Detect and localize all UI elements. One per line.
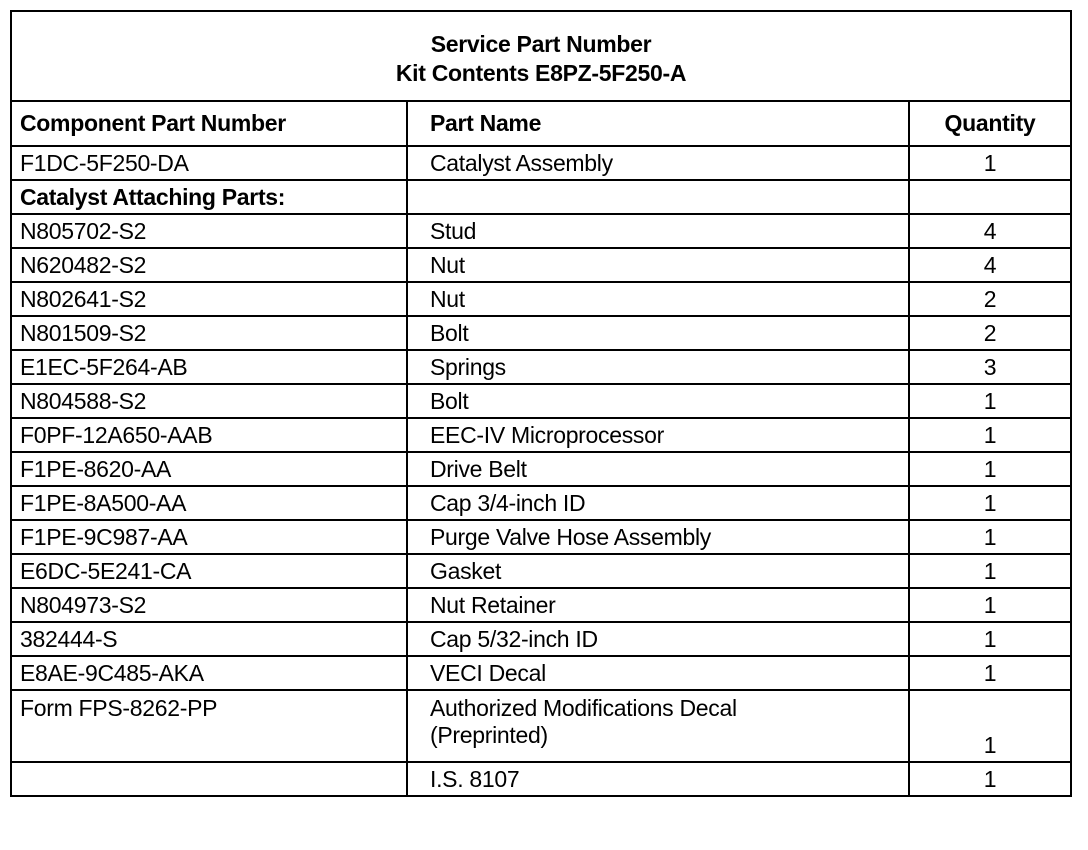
part-number-cell: F1PE-8620-AA bbox=[10, 451, 408, 487]
table-row: F1PE-9C987-AA Purge Valve Hose Assembly 1 bbox=[10, 519, 1072, 555]
quantity-cell: 1 bbox=[908, 145, 1072, 181]
part-name-cell: Springs bbox=[406, 349, 910, 385]
part-name-text: Stud bbox=[430, 217, 477, 244]
table-title: Service Part Number Kit Contents E8PZ-5F… bbox=[10, 10, 1072, 102]
table-row: F1PE-8620-AA Drive Belt 1 bbox=[10, 451, 1072, 487]
part-name-text: Drive Belt bbox=[430, 455, 527, 482]
part-number-cell: N620482-S2 bbox=[10, 247, 408, 283]
part-name-cell: Cap 3/4-inch ID bbox=[406, 485, 910, 521]
part-number-cell: F1PE-8A500-AA bbox=[10, 485, 408, 521]
table-row: E6DC-5E241-CA Gasket 1 bbox=[10, 553, 1072, 589]
part-name-cell bbox=[406, 179, 910, 215]
part-name-text: Gasket bbox=[430, 557, 502, 584]
part-name-text: Nut bbox=[430, 251, 465, 278]
part-name-text: Purge Valve Hose Assembly bbox=[430, 523, 711, 550]
table-row: F1DC-5F250-DA Catalyst Assembly 1 bbox=[10, 145, 1072, 181]
quantity-cell: 4 bbox=[908, 213, 1072, 249]
part-name-cell: Gasket bbox=[406, 553, 910, 589]
table-row: N802641-S2 Nut 2 bbox=[10, 281, 1072, 317]
title-row: Service Part Number Kit Contents E8PZ-5F… bbox=[10, 10, 1072, 102]
part-name-cell: Bolt bbox=[406, 383, 910, 419]
part-number-cell: Catalyst Attaching Parts: bbox=[10, 179, 408, 215]
part-name-cell: Nut bbox=[406, 281, 910, 317]
part-name-text-line-2: (Preprinted) bbox=[430, 722, 548, 748]
part-name-cell: EEC-IV Microprocessor bbox=[406, 417, 910, 453]
part-name-cell: Bolt bbox=[406, 315, 910, 351]
part-name-text: Cap 5/32-inch ID bbox=[430, 625, 598, 652]
table-row: N804973-S2 Nut Retainer 1 bbox=[10, 587, 1072, 623]
quantity-cell: 1 bbox=[908, 451, 1072, 487]
part-name-text: VECI Decal bbox=[430, 659, 546, 686]
quantity-cell bbox=[908, 179, 1072, 215]
quantity-cell: 2 bbox=[908, 281, 1072, 317]
part-number-cell bbox=[10, 761, 408, 797]
quantity-cell: 1 bbox=[908, 519, 1072, 555]
quantity-cell: 1 bbox=[908, 383, 1072, 419]
part-number-cell: Form FPS-8262-PP bbox=[10, 689, 408, 763]
part-number-cell: F1DC-5F250-DA bbox=[10, 145, 408, 181]
table-row: N620482-S2 Nut 4 bbox=[10, 247, 1072, 283]
part-number-cell: N804973-S2 bbox=[10, 587, 408, 623]
section-header-row: Catalyst Attaching Parts: bbox=[10, 179, 1072, 215]
column-header-part-number: Component Part Number bbox=[10, 100, 408, 147]
part-name-cell: Authorized Modifications Decal (Preprinte… bbox=[406, 689, 910, 763]
part-number-cell: F0PF-12A650-AAB bbox=[10, 417, 408, 453]
table-row: N804588-S2 Bolt 1 bbox=[10, 383, 1072, 419]
part-name-text: Bolt bbox=[430, 387, 469, 414]
quantity-cell: 1 bbox=[908, 761, 1072, 797]
part-number-cell: N804588-S2 bbox=[10, 383, 408, 419]
quantity-cell: 1 bbox=[908, 689, 1072, 763]
quantity-cell: 2 bbox=[908, 315, 1072, 351]
quantity-cell: 1 bbox=[908, 485, 1072, 521]
quantity-cell: 1 bbox=[908, 655, 1072, 691]
part-name-text: Bolt bbox=[430, 319, 469, 346]
table-row: F1PE-8A500-AA Cap 3/4-inch ID 1 bbox=[10, 485, 1072, 521]
part-name-text: Cap 3/4-inch ID bbox=[430, 489, 586, 516]
table-row: N801509-S2 Bolt 2 bbox=[10, 315, 1072, 351]
table-row: N805702-S2 Stud 4 bbox=[10, 213, 1072, 249]
part-name-text: I.S. 8107 bbox=[430, 765, 520, 792]
part-name-cell: Nut Retainer bbox=[406, 587, 910, 623]
table-row: E8AE-9C485-AKA VECI Decal 1 bbox=[10, 655, 1072, 691]
column-header-part-name: Part Name bbox=[406, 100, 910, 147]
part-name-cell: Cap 5/32-inch ID bbox=[406, 621, 910, 657]
part-number-cell: E8AE-9C485-AKA bbox=[10, 655, 408, 691]
table-row: 382444-S Cap 5/32-inch ID 1 bbox=[10, 621, 1072, 657]
table-row: E1EC-5F264-AB Springs 3 bbox=[10, 349, 1072, 385]
part-number-cell: E1EC-5F264-AB bbox=[10, 349, 408, 385]
part-name-text: Springs bbox=[430, 353, 506, 380]
part-name-cell: I.S. 8107 bbox=[406, 761, 910, 797]
title-line-1: Service Part Number bbox=[430, 31, 652, 57]
quantity-cell: 1 bbox=[908, 587, 1072, 623]
table-row: I.S. 8107 1 bbox=[10, 761, 1072, 797]
part-name-cell: Nut bbox=[406, 247, 910, 283]
quantity-cell: 1 bbox=[908, 417, 1072, 453]
part-name-text: Nut Retainer bbox=[430, 591, 556, 618]
part-name-text: Nut bbox=[430, 285, 465, 312]
quantity-cell: 4 bbox=[908, 247, 1072, 283]
part-name-cell: Drive Belt bbox=[406, 451, 910, 487]
part-number-cell: N802641-S2 bbox=[10, 281, 408, 317]
header-row: Component Part Number Part Name Quantity bbox=[10, 100, 1072, 147]
quantity-cell: 1 bbox=[908, 553, 1072, 589]
part-name-cell: Purge Valve Hose Assembly bbox=[406, 519, 910, 555]
title-line-2: Kit Contents E8PZ-5F250-A bbox=[395, 60, 687, 86]
part-name-text: Catalyst Assembly bbox=[430, 149, 613, 176]
column-header-quantity: Quantity bbox=[908, 100, 1072, 147]
table-row: F0PF-12A650-AAB EEC-IV Microprocessor 1 bbox=[10, 417, 1072, 453]
part-number-cell: 382444-S bbox=[10, 621, 408, 657]
quantity-cell: 3 bbox=[908, 349, 1072, 385]
table-row: Form FPS-8262-PP Authorized Modifications… bbox=[10, 689, 1072, 763]
part-number-cell: F1PE-9C987-AA bbox=[10, 519, 408, 555]
kit-contents-table: Service Part Number Kit Contents E8PZ-5F… bbox=[10, 10, 1072, 797]
part-name-cell: VECI Decal bbox=[406, 655, 910, 691]
quantity-cell: 1 bbox=[908, 621, 1072, 657]
part-number-cell: N801509-S2 bbox=[10, 315, 408, 351]
part-name-text: Authorized Modifications Decal bbox=[430, 695, 737, 721]
part-number-cell: E6DC-5E241-CA bbox=[10, 553, 408, 589]
part-name-text: EEC-IV Microprocessor bbox=[430, 421, 664, 448]
part-number-cell: N805702-S2 bbox=[10, 213, 408, 249]
part-name-cell: Stud bbox=[406, 213, 910, 249]
part-name-cell: Catalyst Assembly bbox=[406, 145, 910, 181]
